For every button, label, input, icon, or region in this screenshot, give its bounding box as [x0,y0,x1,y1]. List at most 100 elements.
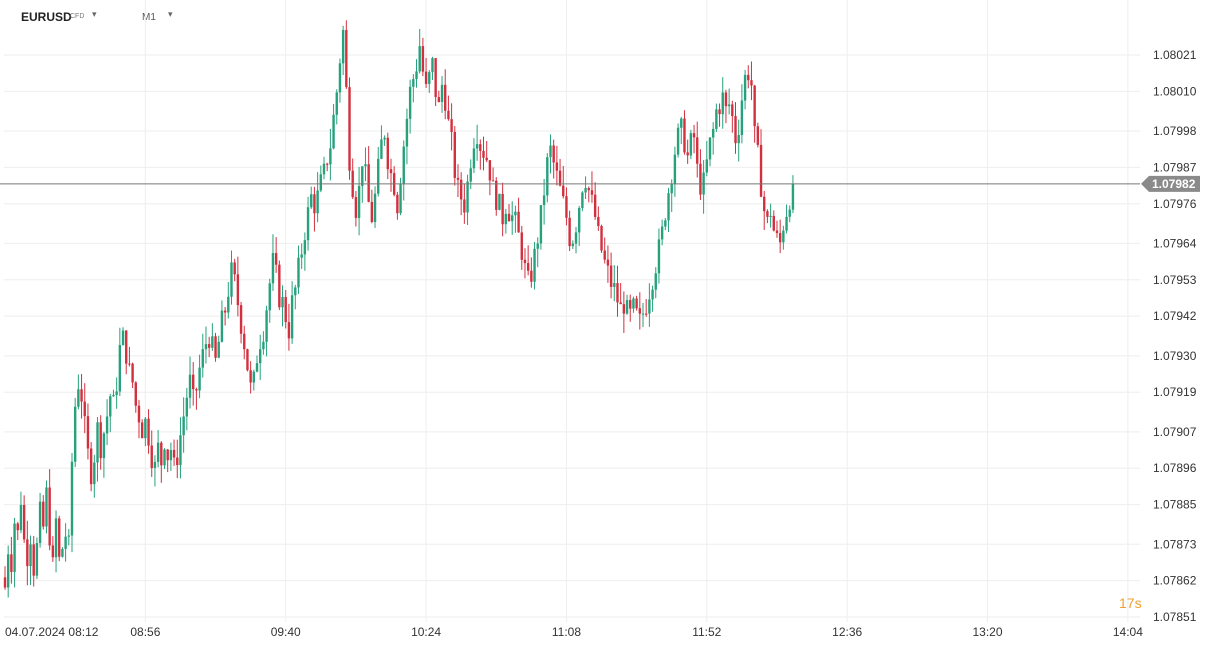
y-tick-label: 1.07885 [1153,498,1197,512]
candle-body [453,131,456,178]
candle-body [99,422,102,459]
candle-body [236,274,240,306]
candle-body [227,296,230,313]
candle-body [539,205,543,244]
candle-body [29,544,32,567]
candle-body [348,87,351,171]
y-tick-label: 1.07873 [1153,537,1197,551]
candle-body [179,435,182,466]
candle-body [629,300,632,309]
candle-body [211,336,214,348]
candle-body [185,397,189,417]
symbol-label[interactable]: EURUSD [21,10,72,24]
candle-body [504,213,508,225]
x-tick-label: 10:24 [411,625,441,639]
candle-body [125,330,128,364]
candle-countdown: 17s [1119,595,1142,611]
symbol-dropdown-icon[interactable]: ▾ [92,9,97,19]
y-tick-label: 1.07998 [1153,124,1197,138]
candle-body [705,159,708,173]
candle-body [115,391,118,395]
candle-body [711,128,715,138]
candle-body [64,536,67,549]
y-tick-label: 1.07964 [1153,236,1197,250]
candle-body [511,215,514,222]
candle-body [638,308,642,314]
candle-body [118,344,122,392]
x-tick-label: 11:08 [552,625,581,639]
candle-body [578,207,581,233]
candle-body [402,146,405,185]
candle-body [274,253,278,265]
candle-body [207,344,211,348]
candle-body [223,310,227,313]
candle-body [600,225,603,251]
candle-body [294,287,297,296]
candle-body [38,501,42,544]
candle-body [418,46,421,72]
candle-body [22,504,26,540]
candle-body [332,114,335,149]
candle-body [708,137,712,160]
candle-body [459,179,463,200]
candle-body [364,164,367,167]
candle-body [648,299,651,314]
candle-body [533,248,536,282]
candle-body [444,84,447,111]
candle-body [593,194,597,217]
candle-body [734,116,737,144]
candle-body [574,232,578,244]
candle-body [686,152,689,156]
candle-body [383,137,386,140]
candle-body [134,382,137,406]
candle-body [635,298,638,309]
candle-body [715,109,718,129]
candle-body [488,160,492,181]
candle-body [380,139,383,159]
candle-body [61,548,64,557]
candle-body [182,416,185,436]
candle-body [128,363,131,365]
candle-body [230,262,233,297]
candle-body [434,58,437,98]
candle-body [562,185,565,197]
price-axis[interactable]: 1.08021 1.08010 1.07998 1.07987 1.07976 1.079… [1153,48,1197,624]
candle-body [644,313,648,315]
candle-body [651,289,654,300]
last-price-line: 1.07982 [0,175,1200,192]
candle-body [109,396,112,417]
timeframe-selector[interactable]: M1 [142,12,156,23]
timeframe-dropdown-icon[interactable]: ▾ [168,9,173,19]
candle-body [325,163,329,165]
candle-body [195,389,198,391]
candle-body [370,201,374,223]
candle-body [571,243,575,247]
candle-body [412,79,415,87]
y-tick-label: 1.07907 [1153,425,1197,439]
candle-body [112,394,115,397]
candle-body [357,186,361,218]
candle-body [568,217,571,247]
candle-body [479,144,482,151]
candle-body [377,158,380,194]
candle-body [140,422,144,439]
y-tick-label: 1.07953 [1153,273,1197,287]
y-tick-label: 1.08010 [1153,84,1197,98]
candle-body [603,250,606,260]
candle-body [680,118,683,128]
candle-body [16,523,19,531]
candle-body [51,545,55,558]
y-tick-label: 1.07930 [1153,349,1197,363]
candle-body [42,501,45,527]
candle-body [641,313,645,315]
time-axis[interactable]: 04.07.2024 08:12 08:56 09:40 10:24 11:08 11:5… [5,625,1143,639]
candle-body [214,336,217,358]
candle-body [262,341,265,350]
candle-body [619,302,622,305]
candle-body [217,341,220,358]
candle-body [696,137,699,164]
candle-body [763,196,766,212]
candle-body [498,193,501,210]
candle-body [699,163,702,195]
